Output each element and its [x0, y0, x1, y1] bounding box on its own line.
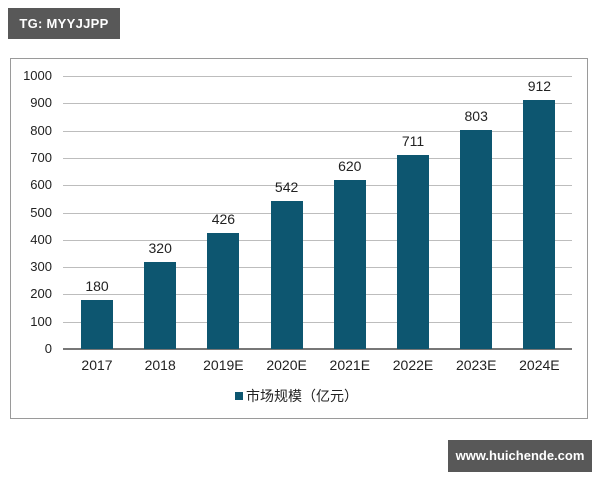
gridline	[63, 267, 572, 269]
x-tick-label: 2018	[144, 357, 176, 373]
y-tick-label: 700	[30, 149, 52, 165]
data-label: 180	[85, 277, 109, 294]
bar-2022E	[397, 154, 429, 349]
y-tick-label: 900	[30, 95, 52, 111]
x-axis-line	[63, 348, 572, 350]
data-label: 542	[274, 179, 299, 196]
x-tick-label: 2022E	[392, 357, 434, 373]
bar-2024E	[523, 100, 556, 349]
x-tick-label: 2024E	[519, 357, 560, 373]
gridline	[63, 294, 572, 296]
gridline	[63, 130, 572, 132]
bar-2020E	[270, 201, 303, 349]
x-tick-label: 2019E	[203, 357, 244, 373]
data-label: 912	[527, 78, 552, 95]
gridline	[63, 76, 572, 77]
gridline	[63, 239, 572, 241]
chart-legend: 市场规模（亿元）	[235, 386, 358, 406]
gridline	[63, 157, 572, 159]
x-tick-label: 2023E	[455, 357, 497, 373]
bar-2017	[81, 299, 113, 349]
y-tick-label: 1000	[23, 68, 52, 83]
watermark-bottom: www.huichende.com	[448, 440, 592, 472]
gridline	[63, 321, 572, 323]
y-tick-label: 600	[30, 177, 52, 193]
gridline	[63, 103, 572, 105]
y-tick-label: 800	[30, 122, 52, 138]
data-label: 320	[148, 239, 172, 256]
data-label: 620	[338, 157, 362, 174]
x-tick-label: 2020E	[266, 357, 307, 373]
data-label: 711	[401, 132, 425, 149]
y-tick-label: 200	[30, 286, 52, 302]
gridline	[63, 212, 572, 214]
gridline	[63, 185, 572, 187]
data-label: 803	[464, 107, 488, 124]
legend-label: 市场规模（亿元）	[246, 388, 358, 404]
watermark-top: TG: MYYJJPP	[8, 8, 120, 39]
bar-2018	[144, 261, 177, 349]
bar-2019E	[207, 232, 240, 349]
legend-swatch	[235, 392, 243, 400]
bar-2021E	[333, 179, 366, 349]
data-label: 426	[211, 210, 236, 227]
y-tick-label: 0	[44, 341, 52, 356]
y-tick-label: 500	[30, 204, 52, 220]
y-tick-label: 100	[30, 313, 52, 329]
x-tick-label: 2017	[81, 357, 113, 373]
y-tick-label: 300	[30, 259, 52, 275]
y-tick-label: 400	[30, 231, 52, 247]
bar-2023E	[460, 129, 493, 349]
x-tick-label: 2021E	[329, 357, 371, 373]
